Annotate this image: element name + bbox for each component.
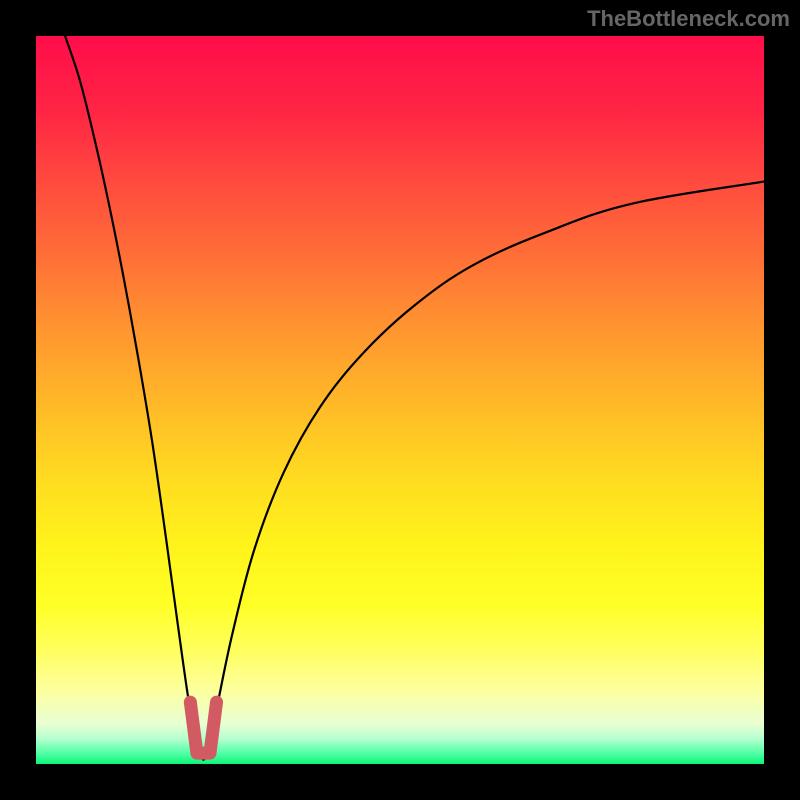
chart-container: TheBottleneck.com <box>0 0 800 800</box>
bottleneck-chart <box>0 0 800 800</box>
watermark-text: TheBottleneck.com <box>587 6 790 32</box>
